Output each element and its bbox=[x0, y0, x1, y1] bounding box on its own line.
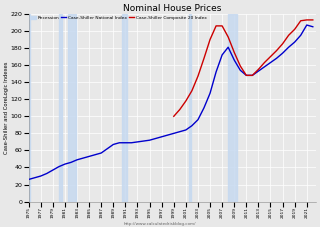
Bar bbox=[189, 14, 191, 202]
Bar bbox=[68, 14, 76, 202]
Bar bbox=[122, 14, 127, 202]
Text: http://www.calculatedriskblog.com/: http://www.calculatedriskblog.com/ bbox=[124, 222, 196, 226]
Bar bbox=[21, 14, 30, 202]
Bar bbox=[59, 14, 62, 202]
Title: Nominal House Prices: Nominal House Prices bbox=[123, 4, 221, 13]
Bar bbox=[228, 14, 237, 202]
Legend: Recession, Case-Shiller National Index, Case-Shiller Composite 20 Index: Recession, Case-Shiller National Index, … bbox=[29, 14, 208, 22]
Y-axis label: Case-Shiller and CoreLogic Indexes: Case-Shiller and CoreLogic Indexes bbox=[4, 62, 9, 154]
